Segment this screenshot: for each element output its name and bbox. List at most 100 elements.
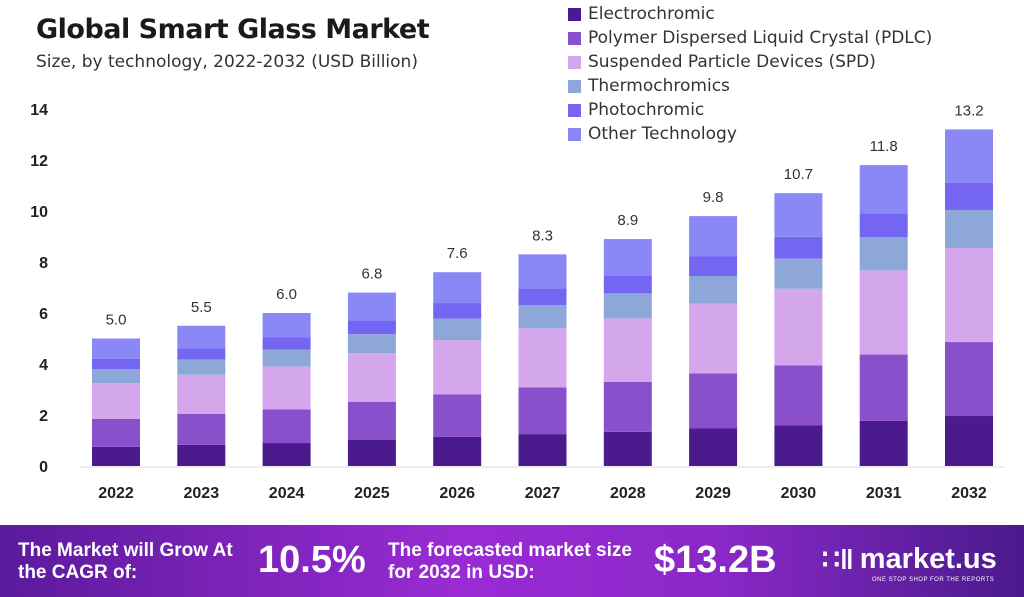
- bar-segment: [177, 374, 226, 414]
- bar-segment: [92, 369, 140, 384]
- bar-segment: [689, 256, 738, 277]
- bar-segment: [262, 337, 311, 350]
- bar-segment: [603, 381, 652, 432]
- bar-segment: [859, 354, 908, 421]
- bar-total-label: 7.6: [447, 245, 468, 262]
- bar-segment: [689, 216, 738, 257]
- bar-segment: [518, 288, 567, 306]
- bar-segment: [774, 193, 823, 237]
- bar-total-label: 6.8: [361, 266, 382, 283]
- bar-segment: [689, 303, 738, 374]
- chart-title: Global Smart Glass Market: [36, 14, 430, 45]
- bar-segment: [177, 325, 226, 349]
- bar-total-label: 6.0: [276, 286, 297, 303]
- legend-label: Photochromic: [588, 100, 705, 120]
- y-tick-label: 6: [39, 306, 48, 323]
- logo-icon: ∷‖: [822, 544, 854, 575]
- bar-segment: [177, 444, 226, 466]
- y-tick-label: 4: [39, 357, 48, 374]
- legend-item: Suspended Particle Devices (SPD): [568, 50, 932, 74]
- bar-segment: [518, 387, 567, 435]
- stacked-bar-chart: 0 2 4 6 8 10 12 14 5.0 2022 5.5 2023 6.0 2024 6.8 2025 7…: [30, 102, 1005, 502]
- bar-segment: [92, 338, 140, 359]
- bar-segment: [347, 401, 396, 440]
- bar-segment: [603, 318, 652, 382]
- y-tick-label: 0: [39, 459, 48, 476]
- bar-segment: [92, 418, 140, 447]
- legend-item: Electrochromic: [568, 2, 932, 26]
- y-tick-label: 2: [39, 408, 48, 425]
- bar-total-label: 5.0: [106, 312, 127, 329]
- x-tick-label: 2029: [695, 485, 731, 502]
- legend-label: Suspended Particle Devices (SPD): [588, 52, 876, 72]
- bar-segment: [92, 383, 140, 419]
- bar-segment: [603, 239, 652, 276]
- bar-segment: [92, 358, 140, 370]
- bar-total-label: 5.5: [191, 299, 212, 316]
- bar-segment: [774, 365, 823, 426]
- bar-segment: [945, 182, 993, 210]
- bar-segment: [859, 420, 908, 466]
- bar-total-label: 8.3: [532, 227, 553, 244]
- summary-banner: The Market will Grow At the CAGR of: 10.…: [0, 525, 1024, 597]
- bar-segment: [689, 276, 738, 304]
- bar-total-label: 8.9: [617, 212, 638, 229]
- bar-segment: [262, 366, 311, 410]
- bar-segment: [603, 275, 652, 294]
- bar-total-label: 9.8: [703, 189, 724, 206]
- legend-label: Thermochromics: [588, 76, 730, 96]
- bar-segment: [774, 425, 823, 466]
- x-tick-label: 2023: [184, 485, 220, 502]
- bar-segment: [518, 434, 567, 466]
- forecast-value: $13.2B: [654, 539, 777, 581]
- legend-label: Other Technology: [588, 124, 737, 144]
- bar-segment: [262, 349, 311, 367]
- legend-swatch: [568, 79, 581, 93]
- bar-segment: [347, 439, 396, 466]
- market-us-logo: ∷‖ market.us ONE STOP SHOP FOR THE REPOR…: [822, 543, 997, 583]
- cagr-value: 10.5%: [258, 539, 366, 581]
- bar-segment: [859, 237, 908, 271]
- bar-segment: [433, 272, 482, 304]
- bar-segment: [347, 353, 396, 402]
- legend: Electrochromic Polymer Dispersed Liquid C…: [568, 2, 932, 146]
- bar-segment: [433, 318, 482, 341]
- bar-segment: [177, 348, 226, 360]
- brand-tagline: ONE STOP SHOP FOR THE REPORTS: [872, 577, 995, 583]
- bar-segment: [689, 373, 738, 429]
- bar-segment: [774, 288, 823, 366]
- bar-segment: [945, 342, 993, 417]
- bar-segment: [433, 303, 482, 319]
- bar-segment: [945, 416, 993, 466]
- y-tick-label: 12: [30, 153, 48, 170]
- x-tick-label: 2022: [98, 485, 134, 502]
- bar-total-label: 11.8: [870, 138, 898, 155]
- y-tick-label: 8: [39, 255, 48, 272]
- bar-segment: [774, 258, 823, 289]
- bar-segment: [689, 428, 738, 466]
- x-tick-label: 2025: [354, 485, 390, 502]
- bar-segment: [859, 270, 908, 355]
- legend-swatch: [568, 55, 581, 69]
- bar-segment: [945, 209, 993, 248]
- legend-swatch: [568, 7, 581, 21]
- bar-segment: [177, 413, 226, 445]
- legend-item: Thermochromics: [568, 74, 932, 98]
- bar-segment: [262, 313, 311, 338]
- bar-segment: [859, 213, 908, 238]
- x-tick-label: 2030: [781, 485, 817, 502]
- bar-segment: [262, 409, 311, 444]
- legend-label: Polymer Dispersed Liquid Crystal (PDLC): [588, 28, 933, 48]
- bar-segment: [177, 359, 226, 375]
- bar-segment: [433, 394, 482, 437]
- bar-segment: [262, 443, 311, 466]
- forecast-label: The forecasted market size for 2032 in U…: [388, 540, 632, 583]
- bar-segment: [518, 254, 567, 289]
- bar-segment: [774, 236, 823, 259]
- bar-segment: [92, 446, 140, 466]
- legend-label: Electrochromic: [588, 4, 715, 24]
- y-tick-label: 14: [30, 102, 48, 119]
- x-tick-label: 2032: [951, 485, 987, 502]
- bar-segment: [859, 165, 908, 214]
- bar-total-label: 10.7: [784, 166, 813, 183]
